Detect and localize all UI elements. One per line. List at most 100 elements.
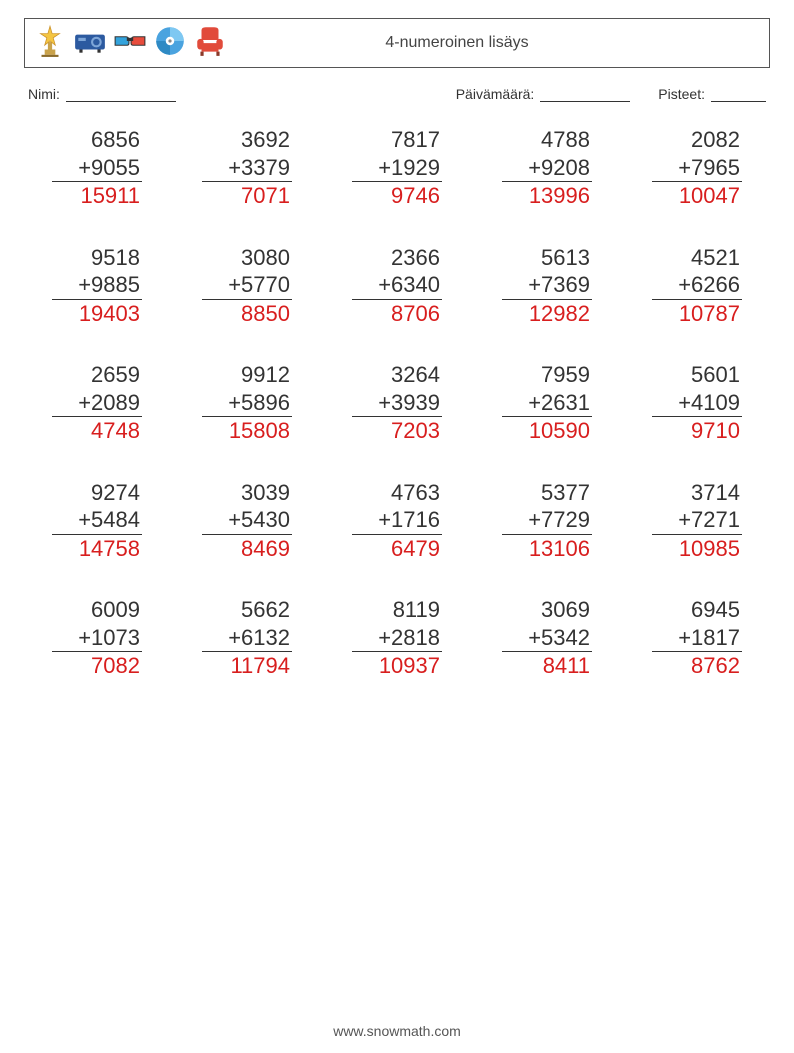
addend-top: 9912 — [202, 361, 292, 389]
date-field: Päivämäärä: — [456, 86, 631, 102]
answer: 10787 — [652, 300, 742, 328]
addition-problem: 7959+263110590 — [502, 361, 592, 445]
answer: 15911 — [52, 182, 142, 210]
addend-top: 4521 — [652, 244, 742, 272]
addition-problem: 5377+772913106 — [502, 479, 592, 563]
meta-row: Nimi: Päivämäärä: Pisteet: — [28, 86, 766, 102]
addition-problem: 8119+281810937 — [352, 596, 442, 680]
addition-problem: 2659+20894748 — [52, 361, 142, 445]
addition-problem: 3069+53428411 — [502, 596, 592, 680]
projector-icon — [73, 24, 107, 63]
answer: 12982 — [502, 300, 592, 328]
answer: 10590 — [502, 417, 592, 445]
addition-problem: 9912+589615808 — [202, 361, 292, 445]
answer: 8762 — [652, 652, 742, 680]
answer: 8850 — [202, 300, 292, 328]
answer: 9710 — [652, 417, 742, 445]
addition-problem: 2366+63408706 — [352, 244, 442, 328]
addend-bottom: +2089 — [52, 389, 142, 418]
addend-top: 4788 — [502, 126, 592, 154]
armchair-icon — [193, 24, 227, 63]
name-blank-line — [66, 87, 176, 102]
addition-problem: 3080+57708850 — [202, 244, 292, 328]
addend-top: 5377 — [502, 479, 592, 507]
addend-bottom: +4109 — [652, 389, 742, 418]
date-blank-line — [540, 87, 630, 102]
addition-problem: 7817+19299746 — [352, 126, 442, 210]
score-blank-line — [711, 87, 766, 102]
addend-bottom: +6340 — [352, 271, 442, 300]
answer: 10985 — [652, 535, 742, 563]
addition-problem: 3264+39397203 — [352, 361, 442, 445]
addition-problem: 5662+613211794 — [202, 596, 292, 680]
addend-top: 3714 — [652, 479, 742, 507]
addend-bottom: +5430 — [202, 506, 292, 535]
addition-problem: 3692+33797071 — [202, 126, 292, 210]
date-label: Päivämäärä: — [456, 86, 535, 102]
answer: 7071 — [202, 182, 292, 210]
score-field: Pisteet: — [658, 86, 766, 102]
glasses-3d-icon — [113, 24, 147, 63]
addend-bottom: +9885 — [52, 271, 142, 300]
addition-problem: 3039+54308469 — [202, 479, 292, 563]
name-label: Nimi: — [28, 86, 60, 102]
addend-bottom: +6266 — [652, 271, 742, 300]
addend-top: 7817 — [352, 126, 442, 154]
addend-bottom: +1817 — [652, 624, 742, 653]
addend-bottom: +5896 — [202, 389, 292, 418]
footer-url: www.snowmath.com — [0, 1023, 794, 1039]
addition-problem: 3714+727110985 — [652, 479, 742, 563]
addend-top: 2659 — [52, 361, 142, 389]
addend-top: 6009 — [52, 596, 142, 624]
addend-top: 2366 — [352, 244, 442, 272]
addend-bottom: +7729 — [502, 506, 592, 535]
answer: 14758 — [52, 535, 142, 563]
addend-top: 6856 — [52, 126, 142, 154]
cd-disc-icon — [153, 24, 187, 63]
addition-problem: 9274+548414758 — [52, 479, 142, 563]
addend-bottom: +5770 — [202, 271, 292, 300]
answer: 11794 — [202, 652, 292, 680]
answer: 15808 — [202, 417, 292, 445]
answer: 13106 — [502, 535, 592, 563]
answer: 10937 — [352, 652, 442, 680]
answer: 8469 — [202, 535, 292, 563]
addend-bottom: +3379 — [202, 154, 292, 183]
addend-bottom: +2631 — [502, 389, 592, 418]
addend-bottom: +6132 — [202, 624, 292, 653]
addend-bottom: +7369 — [502, 271, 592, 300]
addend-bottom: +2818 — [352, 624, 442, 653]
header-box: 4-numeroinen lisäys — [24, 18, 770, 68]
name-field: Nimi: — [28, 86, 176, 102]
addition-problem: 6009+10737082 — [52, 596, 142, 680]
addition-problem: 5601+41099710 — [652, 361, 742, 445]
addition-problem: 2082+796510047 — [652, 126, 742, 210]
problems-grid: 6856+9055159113692+337970717817+19299746… — [24, 126, 770, 680]
header-icons — [33, 24, 227, 63]
addend-bottom: +5484 — [52, 506, 142, 535]
answer: 9746 — [352, 182, 442, 210]
answer: 4748 — [52, 417, 142, 445]
score-label: Pisteet: — [658, 86, 705, 102]
addend-top: 5601 — [652, 361, 742, 389]
addition-problem: 9518+988519403 — [52, 244, 142, 328]
addend-top: 5613 — [502, 244, 592, 272]
addend-bottom: +7965 — [652, 154, 742, 183]
trophy-icon — [33, 24, 67, 63]
answer: 13996 — [502, 182, 592, 210]
addend-bottom: +5342 — [502, 624, 592, 653]
addend-bottom: +1929 — [352, 154, 442, 183]
addend-top: 9274 — [52, 479, 142, 507]
answer: 7082 — [52, 652, 142, 680]
answer: 6479 — [352, 535, 442, 563]
addend-top: 3069 — [502, 596, 592, 624]
addend-top: 9518 — [52, 244, 142, 272]
answer: 8411 — [502, 652, 592, 680]
addition-problem: 4788+920813996 — [502, 126, 592, 210]
addition-problem: 4763+17166479 — [352, 479, 442, 563]
addend-top: 3692 — [202, 126, 292, 154]
addend-bottom: +9208 — [502, 154, 592, 183]
answer: 19403 — [52, 300, 142, 328]
addition-problem: 4521+626610787 — [652, 244, 742, 328]
addend-top: 3039 — [202, 479, 292, 507]
